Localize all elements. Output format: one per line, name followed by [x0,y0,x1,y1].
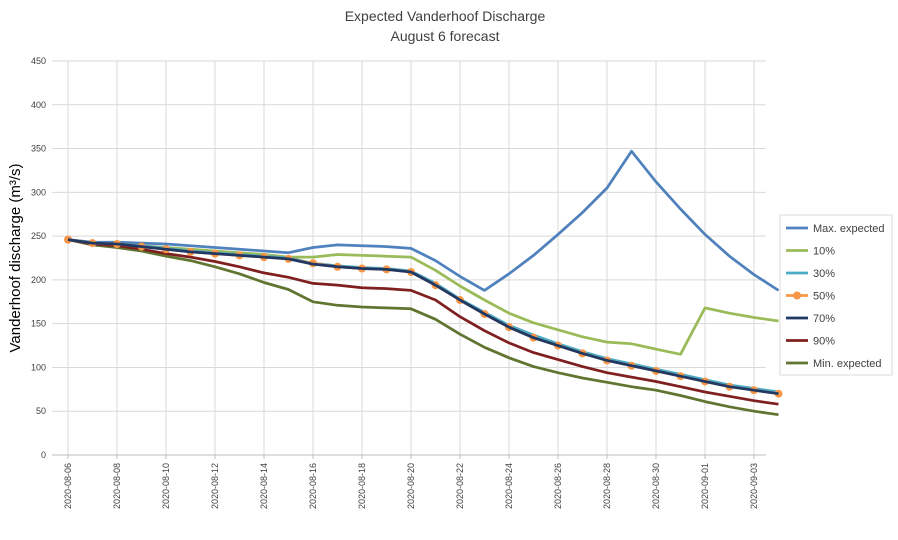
x-tick-label: 2020-09-01 [700,463,710,509]
legend-marker [793,291,801,300]
x-tick-label: 2020-08-30 [651,463,661,509]
series-line-2 [67,238,779,356]
series-lines [64,149,783,417]
x-tick-label: 2020-08-14 [259,463,269,509]
y-tick-label: 300 [31,187,46,197]
x-tick-label: 2020-08-06 [63,463,73,509]
y-axis-ticks: 0 50 100 150 200 250 300 350 400 450 [31,56,46,460]
y-tick-label: 200 [31,275,46,285]
x-tick-label: 2020-08-26 [553,463,563,509]
legend-label: 90% [813,336,835,348]
legend: Max. expected 10% 30% 50% 70% 90% Min. expecte… [779,214,893,376]
series-point [774,389,783,398]
y-tick-label: 100 [31,362,46,372]
x-tick-label: 2020-08-18 [357,463,367,509]
grid [52,60,766,459]
x-tick-label: 2020-09-03 [749,463,759,509]
x-tick-label: 2020-08-28 [602,463,612,509]
series-line-1 [67,149,780,292]
series-line-6 [67,238,779,406]
y-tick-label: 450 [31,56,46,66]
x-tick-label: 2020-08-20 [406,463,416,509]
x-tick-label: 2020-08-10 [161,463,171,509]
y-axis-title: Vanderhoof discharge (m³/s) [7,164,24,353]
x-axis-ticks: 2020-08-06 2020-08-08 2020-08-10 2020-08-12… [63,463,759,509]
legend-label: 30% [813,268,835,280]
legend-label: 50% [813,291,835,303]
series-line-7 [67,238,779,417]
y-tick-label: 350 [31,144,46,154]
y-tick-label: 50 [36,406,46,416]
series-line-5 [67,238,779,396]
y-tick-label: 250 [31,231,46,241]
x-tick-label: 2020-08-22 [455,463,465,509]
x-tick-label: 2020-08-16 [308,463,318,509]
x-tick-label: 2020-08-24 [504,463,514,509]
x-tick-label: 2020-08-08 [112,463,122,509]
legend-label: 10% [813,246,835,258]
x-tick-label: 2020-08-12 [210,463,220,509]
legend-label: Max. expected [813,223,885,235]
legend-label: Min. expected [813,358,881,370]
y-tick-label: 150 [31,319,46,329]
chart-title: Expected Vanderhoof Discharge [345,8,546,24]
y-tick-label: 400 [31,100,46,110]
y-tick-label: 0 [41,450,46,460]
chart-subtitle: August 6 forecast [391,28,500,44]
legend-label: 70% [813,313,835,325]
